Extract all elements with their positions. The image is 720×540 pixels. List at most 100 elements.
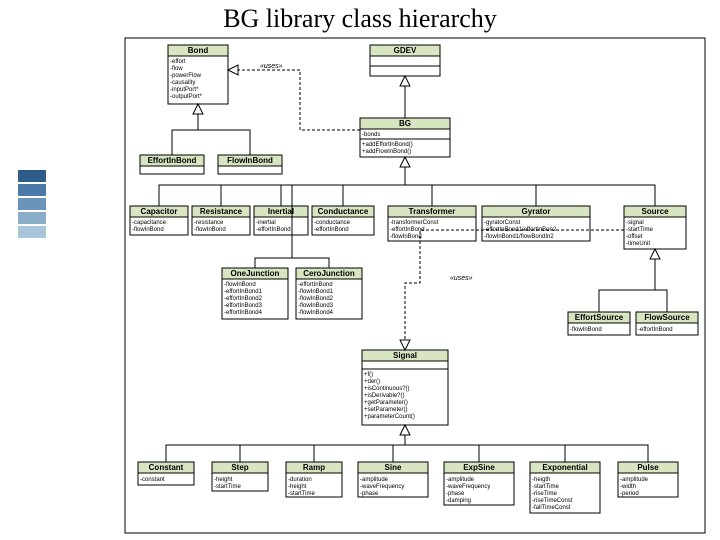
svg-text:Gyrator: Gyrator xyxy=(522,207,551,216)
svg-text:-amplitude: -amplitude xyxy=(446,477,475,483)
svg-text:-flow: -flow xyxy=(170,66,183,72)
svg-text:-effortInBond1: -effortInBond1 xyxy=(224,289,263,295)
svg-text:-riseTime: -riseTime xyxy=(532,491,557,497)
class-signal: Signal +f() +der() +isContinuous?() +isD… xyxy=(362,350,448,425)
svg-text:-startTime: -startTime xyxy=(288,491,315,497)
svg-text:-width: -width xyxy=(620,484,636,490)
class-flowinbond: FlowInBond xyxy=(218,155,282,174)
svg-text:-amplitude: -amplitude xyxy=(360,477,389,483)
svg-text:-height: -height xyxy=(288,484,307,490)
svg-text:ExpSine: ExpSine xyxy=(463,463,495,472)
class-transformer: Transformer -transformerConst -effortInB… xyxy=(388,206,476,241)
svg-text:-effortInBond3: -effortInBond3 xyxy=(224,303,263,309)
svg-text:Transformer: Transformer xyxy=(409,207,456,216)
svg-text:Constant: Constant xyxy=(149,463,184,472)
svg-text:-resistance: -resistance xyxy=(194,220,224,226)
svg-text:-damping: -damping xyxy=(446,498,471,504)
svg-text:+isDerivable?(): +isDerivable?() xyxy=(364,393,405,399)
svg-text:EffortSource: EffortSource xyxy=(575,313,624,322)
svg-text:-duration: -duration xyxy=(288,477,312,483)
svg-text:FlowSource: FlowSource xyxy=(644,313,690,322)
svg-text:Bond: Bond xyxy=(188,46,209,55)
svg-text:-height: -height xyxy=(214,477,233,483)
class-bg: BG -bonds +addEffortInBond() +addFlowInB… xyxy=(360,118,450,157)
class-pulse: Pulse -amplitude -width -period xyxy=(618,462,678,497)
svg-text:+parameterCount(): +parameterCount() xyxy=(364,414,415,420)
svg-text:-effortInBond1/effortInBon2: -effortInBond1/effortInBon2 xyxy=(484,227,557,233)
class-sine: Sine -amplitude -waveFrequency -phase xyxy=(358,462,428,497)
svg-text:Step: Step xyxy=(231,463,248,472)
svg-text:-effortInBond4: -effortInBond4 xyxy=(224,310,263,316)
svg-text:-timeUnit: -timeUnit xyxy=(626,241,650,247)
class-gyrator: Gyrator -gyratorConst -effortInBond1/eff… xyxy=(482,206,590,241)
svg-text:Pulse: Pulse xyxy=(637,463,659,472)
svg-text:FlowInBond: FlowInBond xyxy=(227,156,273,165)
svg-text:-heigth: -heigth xyxy=(532,477,550,483)
svg-text:Inertial: Inertial xyxy=(268,207,294,216)
svg-text:-flowInBond1: -flowInBond1 xyxy=(298,289,334,295)
svg-text:-inputPort*: -inputPort* xyxy=(170,87,199,93)
svg-text:-flowInBond: -flowInBond xyxy=(570,327,602,333)
svg-text:-phase: -phase xyxy=(446,491,465,497)
class-ramp: Ramp -duration -height -startTime xyxy=(286,462,342,497)
svg-text:-transformerConst: -transformerConst xyxy=(390,220,439,226)
stereotype-uses-2: «uses» xyxy=(450,275,473,282)
svg-text:OneJunction: OneJunction xyxy=(231,269,280,278)
svg-text:+addFlowInBond(): +addFlowInBond() xyxy=(362,149,411,155)
svg-text:+getParameter(): +getParameter() xyxy=(364,400,408,406)
stereotype-uses-1: «uses» xyxy=(260,63,283,70)
svg-text:-conductance: -conductance xyxy=(314,220,351,226)
class-cerojunction: CeroJunction -effortInBond -flowInBond1 … xyxy=(296,268,362,319)
svg-text:-flowInBond: -flowInBond xyxy=(390,234,422,240)
class-step: Step -height -startTime xyxy=(212,462,268,491)
svg-text:-fallTimeConst: -fallTimeConst xyxy=(532,505,571,511)
svg-text:+der(): +der() xyxy=(364,379,380,385)
svg-text:+isContinuous?(): +isContinuous?() xyxy=(364,386,410,392)
svg-text:EffortInBond: EffortInBond xyxy=(148,156,197,165)
svg-text:Resistance: Resistance xyxy=(200,207,243,216)
svg-text:-flowInBond4: -flowInBond4 xyxy=(298,310,334,316)
svg-text:-effortInBond2: -effortInBond2 xyxy=(224,296,263,302)
svg-text:-inertial: -inertial xyxy=(256,220,276,226)
svg-text:+f(): +f() xyxy=(364,372,373,378)
svg-text:-amplitude: -amplitude xyxy=(620,477,649,483)
uml-diagram: GDEV Bond -effort -flow -powerFlow -caus… xyxy=(0,0,720,540)
class-gdev: GDEV xyxy=(370,45,440,76)
class-flowsource: FlowSource -effortInBond xyxy=(636,312,698,335)
class-conductance: Conductance -conductance -effortInBond xyxy=(312,206,374,235)
svg-text:Conductance: Conductance xyxy=(318,207,369,216)
svg-text:Source: Source xyxy=(641,207,669,216)
svg-text:Sine: Sine xyxy=(385,463,402,472)
svg-text:-flowInBond: -flowInBond xyxy=(132,227,164,233)
svg-text:-phase: -phase xyxy=(360,491,379,497)
svg-text:Exponential: Exponential xyxy=(542,463,587,472)
class-capacitor: Capacitor -capacitance -flowInBond xyxy=(130,206,188,235)
svg-text:-waveFrequency: -waveFrequency xyxy=(446,484,490,490)
svg-text:-offset: -offset xyxy=(626,234,643,240)
svg-text:-effortInBond: -effortInBond xyxy=(638,327,673,333)
svg-text:-flowInBond: -flowInBond xyxy=(224,282,256,288)
svg-text:-capacitance: -capacitance xyxy=(132,220,167,226)
class-exponential: Exponential -heigth -startTime -riseTime… xyxy=(530,462,600,513)
svg-text:-bonds: -bonds xyxy=(362,132,380,138)
svg-text:+setParameter(): +setParameter() xyxy=(364,407,408,413)
svg-text:-signal: -signal xyxy=(626,220,644,226)
svg-text:-gyratorConst: -gyratorConst xyxy=(484,220,521,226)
sidebar-thumbnails xyxy=(18,170,46,238)
svg-text:-flowInBond1/flowBondIn2: -flowInBond1/flowBondIn2 xyxy=(484,234,554,240)
class-inertial: Inertial -inertial -effortInBond xyxy=(254,206,308,235)
svg-text:-period: -period xyxy=(620,491,639,497)
svg-text:-riseTimeConst: -riseTimeConst xyxy=(532,498,573,504)
svg-text:-outputPort*: -outputPort* xyxy=(170,94,203,100)
svg-text:Signal: Signal xyxy=(393,351,417,360)
svg-text:-effortInBond: -effortInBond xyxy=(314,227,349,233)
svg-text:-effortInBond: -effortInBond xyxy=(256,227,291,233)
class-expsine: ExpSine -amplitude -waveFrequency -phase… xyxy=(444,462,514,505)
class-bond: Bond -effort -flow -powerFlow -causality… xyxy=(168,45,228,104)
svg-text:+addEffortInBond(): +addEffortInBond() xyxy=(362,142,413,148)
svg-text:-powerFlow: -powerFlow xyxy=(170,73,202,79)
svg-text:-flowInBond: -flowInBond xyxy=(194,227,226,233)
svg-text:CeroJunction: CeroJunction xyxy=(303,269,355,278)
svg-text:Capacitor: Capacitor xyxy=(141,207,178,216)
svg-text:-constant: -constant xyxy=(140,477,165,483)
